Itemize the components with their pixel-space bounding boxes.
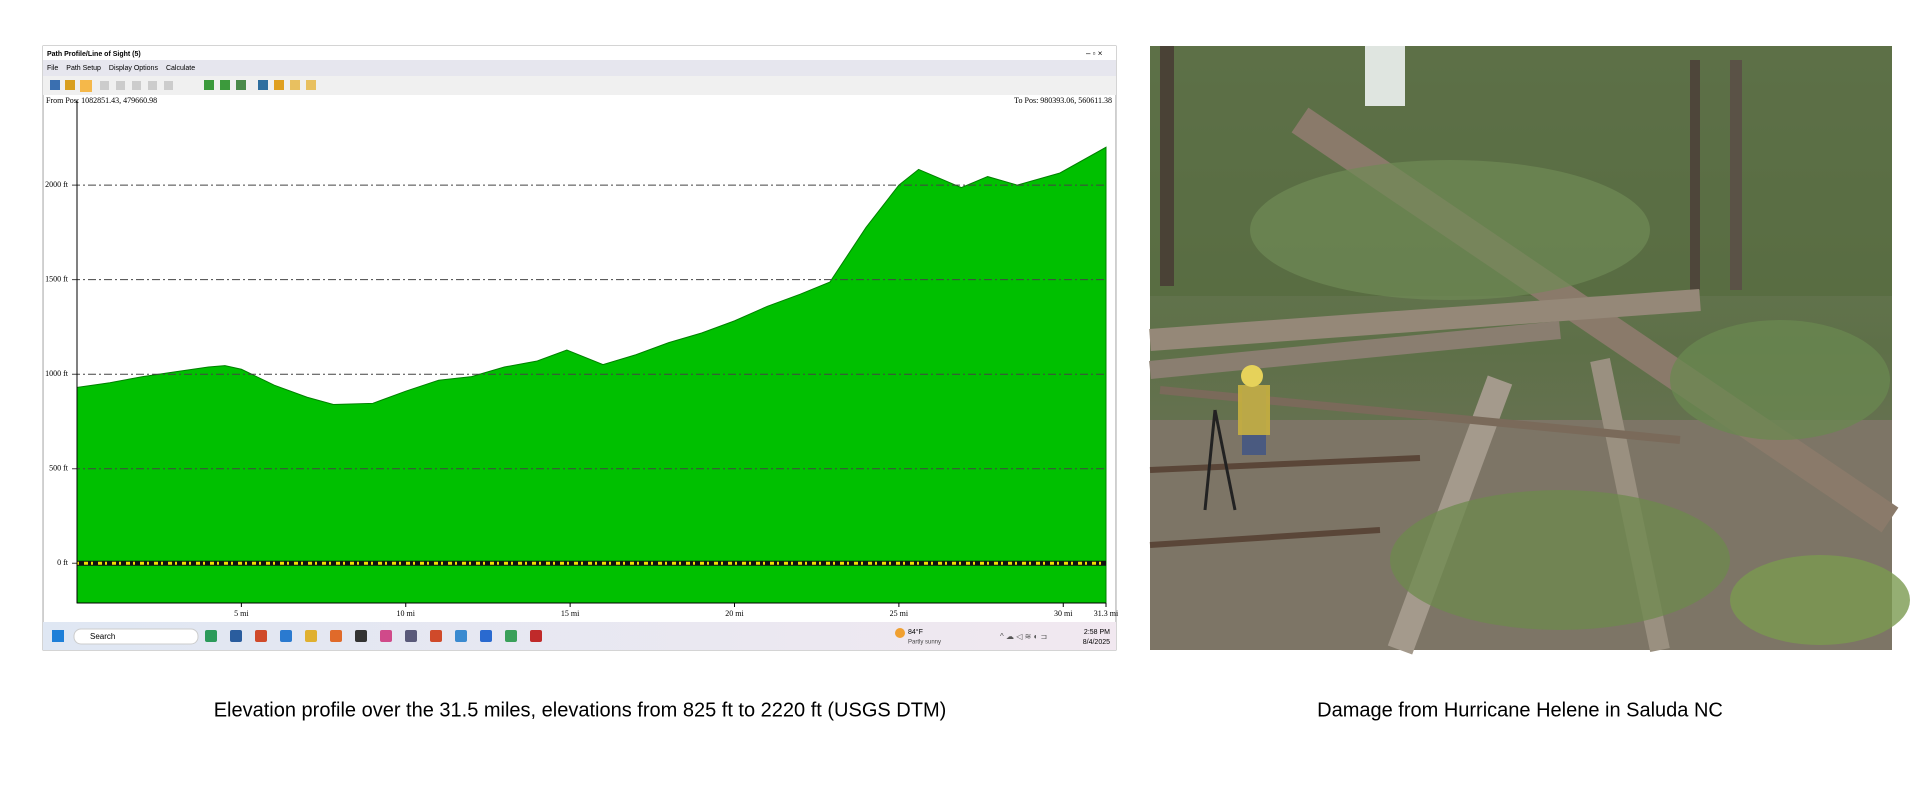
x-tick-label: 15 mi	[561, 609, 580, 618]
tool-icon[interactable]	[258, 80, 268, 90]
taskbar-app[interactable]	[205, 630, 217, 642]
y-tick-label: 2000 ft	[45, 180, 69, 189]
search-box[interactable]	[73, 628, 199, 645]
to-position: To Pos: 980393.06, 560611.38	[1014, 96, 1112, 105]
tool-icon[interactable]	[290, 80, 300, 90]
elevation-area	[76, 146, 1107, 604]
tool-icon[interactable]	[132, 81, 141, 90]
y-tick-label: 0 ft	[57, 558, 69, 567]
taskbar-app[interactable]	[530, 630, 542, 642]
x-tick-label: 5 mi	[234, 609, 249, 618]
rail	[1149, 527, 1381, 548]
clock-date: 8/4/2025	[1083, 639, 1110, 646]
taskbar-app[interactable]	[455, 630, 467, 642]
rail	[1149, 455, 1421, 473]
taskbar-app[interactable]	[355, 630, 367, 642]
pine-foliage	[1250, 160, 1650, 300]
taskbar-app[interactable]	[505, 630, 517, 642]
tree-trunk	[1160, 46, 1174, 286]
taskbar-app[interactable]	[380, 630, 392, 642]
taskbar-app[interactable]	[330, 630, 342, 642]
title-bar	[43, 46, 1116, 60]
y-tick-label: 1500 ft	[45, 274, 69, 283]
tool-icon[interactable]	[100, 81, 109, 90]
pine-foliage	[1730, 555, 1910, 645]
tool-icon[interactable]	[65, 80, 75, 90]
right-caption: Damage from Hurricane Helene in Saluda N…	[1317, 699, 1723, 721]
toolbar	[43, 76, 1116, 95]
menu-item[interactable]: Path Setup	[66, 65, 101, 72]
tree-trunk	[1690, 60, 1700, 290]
tray-icons[interactable]: ^ ☁ ◁ ≋ ◐ ⊐	[1000, 632, 1047, 641]
pine-foliage	[1670, 320, 1890, 440]
tool-icon[interactable]	[274, 80, 284, 90]
tool-icon[interactable]	[148, 81, 157, 90]
search-label: Search	[90, 632, 115, 641]
tool-icon[interactable]	[306, 80, 316, 90]
tree-trunk	[1730, 60, 1742, 290]
taskbar-app[interactable]	[405, 630, 417, 642]
tool-icon[interactable]	[204, 80, 214, 90]
x-tick-label: 30 mi	[1054, 609, 1073, 618]
tool-icon[interactable]	[220, 80, 230, 90]
taskbar-app[interactable]	[230, 630, 242, 642]
tripod	[1213, 409, 1237, 511]
taskbar-app[interactable]	[305, 630, 317, 642]
menu-item[interactable]: Calculate	[166, 65, 195, 72]
sky-patch	[1365, 46, 1405, 106]
menu-bar	[43, 60, 1116, 76]
menu-item[interactable]: Display Options	[109, 65, 159, 72]
fallen-trunk	[1149, 321, 1561, 379]
weather: Partly sunny	[908, 640, 941, 646]
window-controls[interactable]: – ▫ ×	[1086, 49, 1103, 58]
y-tick-label: 1000 ft	[45, 369, 69, 378]
taskbar-app[interactable]	[255, 630, 267, 642]
start-button[interactable]	[52, 630, 64, 642]
left-caption: Elevation profile over the 31.5 miles, e…	[214, 699, 947, 721]
taskbar	[43, 622, 1116, 650]
from-position: From Pos: 1082851.43, 479660.98	[46, 96, 157, 105]
pine-foliage	[1390, 490, 1730, 630]
tool-icon[interactable]	[236, 80, 246, 90]
window-title: Path Profile/Line of Sight (5)	[47, 51, 141, 58]
tool-icon[interactable]	[116, 81, 125, 90]
taskbar-app[interactable]	[430, 630, 442, 642]
x-tick-label: 25 mi	[890, 609, 909, 618]
tripod	[1203, 409, 1217, 511]
worker-hat	[1241, 365, 1263, 387]
toolbar-icons	[50, 80, 316, 92]
y-tick-label: 500 ft	[49, 464, 69, 473]
x-tick-label: 31.3 mi	[1094, 609, 1119, 618]
tool-icon[interactable]	[80, 80, 92, 92]
taskbar-app[interactable]	[280, 630, 292, 642]
photo	[1149, 46, 1910, 655]
taskbar-app[interactable]	[480, 630, 492, 642]
tool-icon[interactable]	[164, 81, 173, 90]
x-tick-label: 10 mi	[397, 609, 416, 618]
temperature: 84°F	[908, 628, 923, 636]
tool-icon[interactable]	[50, 80, 60, 90]
fallen-trunk	[1149, 289, 1701, 351]
weather-icon	[895, 628, 905, 638]
menu-item[interactable]: File	[47, 65, 58, 72]
clock-time: 2:58 PM	[1084, 629, 1110, 636]
worker-vest	[1238, 385, 1270, 435]
x-tick-label: 20 mi	[725, 609, 744, 618]
